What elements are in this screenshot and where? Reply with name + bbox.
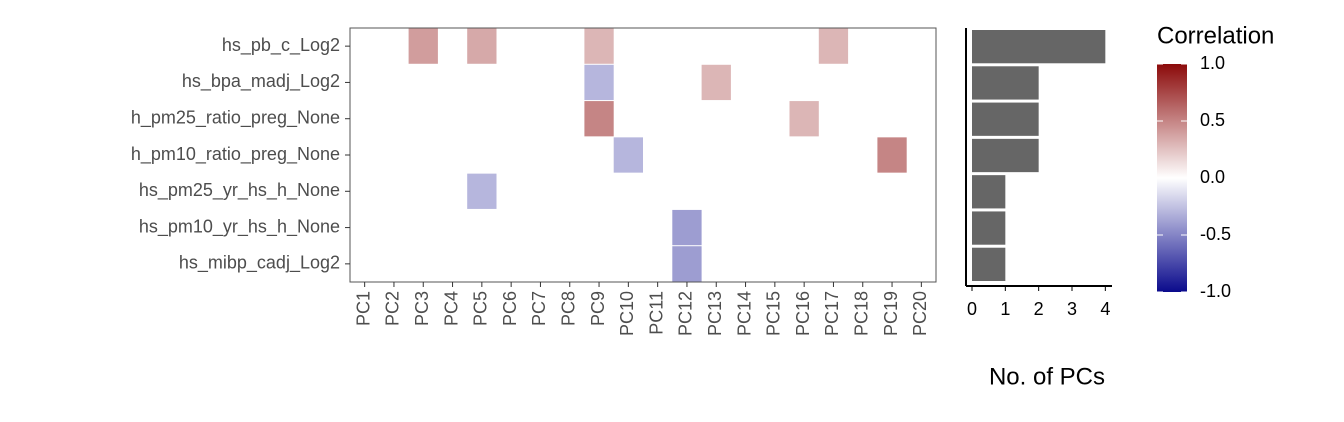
heat-cell	[408, 28, 438, 64]
colorbar-tick-label: 0.0	[1200, 167, 1225, 187]
x-tick-label: 0	[967, 299, 977, 319]
y-tick-label: h_pm25_ratio_preg_None	[131, 107, 340, 128]
x-tick-label: PC13	[705, 291, 725, 336]
bar	[972, 66, 1039, 100]
colorbar-tick-label: 1.0	[1200, 53, 1225, 73]
y-tick-label: hs_pb_c_Log2	[222, 35, 340, 56]
x-tick-label: 1	[1000, 299, 1010, 319]
heat-cell	[877, 137, 907, 173]
x-axis-title: No. of PCs	[989, 363, 1105, 390]
colorbar-tick-label: -0.5	[1200, 224, 1231, 244]
x-tick-label: PC15	[764, 291, 784, 336]
heat-cell	[467, 173, 497, 209]
heat-cell	[584, 64, 614, 101]
y-tick-label: hs_pm25_yr_hs_h_None	[139, 180, 340, 201]
y-tick-label: hs_mibp_cadj_Log2	[179, 253, 340, 274]
x-tick-label: PC17	[822, 291, 842, 336]
x-tick-label: PC7	[529, 291, 549, 326]
x-tick-label: PC18	[852, 291, 872, 336]
x-tick-label: PC20	[910, 291, 930, 336]
colorbar-tick-label: 0.5	[1200, 110, 1225, 130]
y-tick-label: h_pm10_ratio_preg_None	[131, 144, 340, 165]
bar	[972, 247, 1006, 281]
x-tick-label: 3	[1067, 299, 1077, 319]
bar	[972, 30, 1106, 64]
x-tick-label: PC10	[617, 291, 637, 336]
heat-cell	[701, 64, 731, 101]
x-tick-label: 2	[1034, 299, 1044, 319]
heat-cell	[672, 246, 702, 282]
x-tick-label: PC1	[353, 291, 373, 326]
x-tick-label: PC2	[383, 291, 403, 326]
x-tick-label: PC9	[588, 291, 608, 326]
y-tick-label: hs_bpa_madj_Log2	[182, 71, 340, 92]
heat-cell	[584, 28, 614, 64]
x-tick-label: PC6	[500, 291, 520, 326]
heat-cell	[672, 209, 702, 246]
x-tick-label: PC19	[881, 291, 901, 336]
bar	[972, 175, 1006, 209]
legend-title: Correlation	[1157, 22, 1274, 49]
heat-cell	[584, 101, 614, 137]
x-tick-label: 4	[1100, 299, 1110, 319]
x-tick-label: PC5	[471, 291, 491, 326]
x-tick-label: PC4	[441, 291, 461, 326]
y-tick-label: hs_pm10_yr_hs_h_None	[139, 216, 340, 237]
x-tick-label: PC12	[676, 291, 696, 336]
x-tick-label: PC16	[793, 291, 813, 336]
colorbar-tick-label: -1.0	[1200, 281, 1231, 301]
heat-cell	[818, 28, 849, 64]
heat-cell	[467, 28, 497, 64]
x-tick-label: PC8	[559, 291, 579, 326]
heat-cell	[613, 137, 643, 173]
bar	[972, 102, 1039, 136]
x-tick-label: PC3	[412, 291, 432, 326]
heat-cell	[789, 101, 819, 137]
bar	[972, 211, 1006, 245]
bar	[972, 138, 1039, 173]
x-tick-label: PC14	[734, 291, 754, 336]
x-tick-label: PC11	[646, 291, 666, 335]
